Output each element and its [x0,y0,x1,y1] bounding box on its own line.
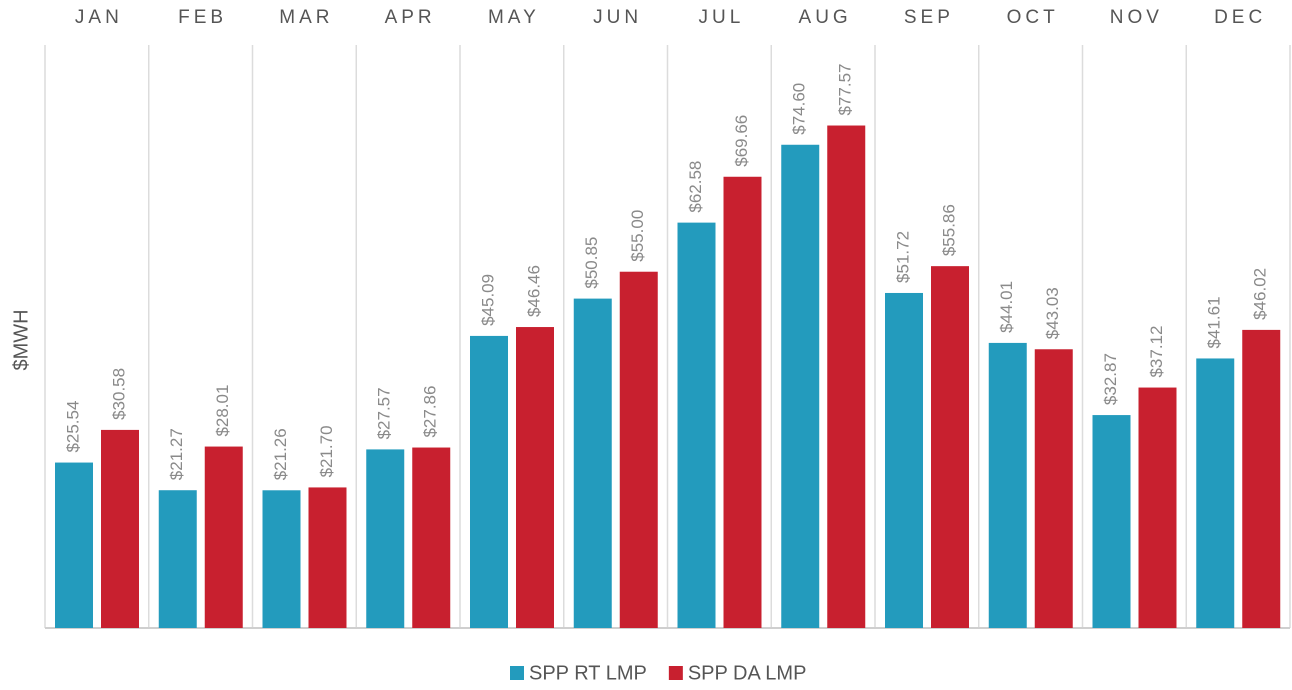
x-tick-label: MAY [488,7,540,28]
bar [262,490,301,628]
value-label: $46.46 [524,265,543,317]
bar [1092,415,1131,628]
bar [101,429,139,628]
x-tick-label: JAN [75,7,123,28]
x-tick-label: OCT [1007,7,1059,28]
value-label: $30.58 [109,368,128,420]
value-label: $32.87 [1101,353,1120,405]
x-tick-label: NOV [1110,7,1163,28]
bar [677,222,716,628]
x-tick-label: SEP [904,7,954,28]
x-tick-label: JUN [593,7,642,28]
legend-swatch [668,666,683,680]
x-tick-label: JUL [698,7,744,28]
bar [55,462,93,628]
value-label: $55.00 [628,210,647,262]
bar [931,266,969,628]
value-label: $37.12 [1147,326,1166,378]
bar [1242,329,1281,628]
value-label: $55.86 [939,204,958,256]
bar [827,125,866,629]
value-label: $69.66 [732,115,751,167]
bar [619,271,658,628]
bar [885,292,923,628]
bar [470,335,508,628]
bar [1138,387,1177,628]
x-tick-label: APR [385,7,436,28]
value-label: $25.54 [63,401,82,453]
value-label: $28.01 [213,385,232,437]
bar [308,487,347,628]
bar [412,447,451,628]
value-label: $21.27 [167,428,186,480]
value-label: $46.02 [1251,268,1270,320]
bar [366,449,405,628]
bar [781,144,820,628]
value-label: $21.70 [317,425,336,477]
bar [1034,349,1073,628]
value-label: $43.03 [1043,287,1062,339]
value-label: $21.26 [271,428,290,480]
value-label: $51.72 [893,231,912,283]
x-tick-label: DEC [1214,7,1266,28]
x-tick-label: AUG [799,7,852,28]
x-tick-label: FEB [178,7,227,28]
y-axis-label: $MWH [10,309,32,370]
value-label: $74.60 [790,83,809,135]
value-label: $41.61 [1205,296,1224,348]
bar [988,342,1027,628]
value-label: $62.58 [686,161,705,213]
bar [204,446,243,628]
bar [573,298,612,628]
legend-swatch [510,666,524,680]
x-tick-label: MAR [279,7,333,28]
legend-label: SPP RT LMP [529,662,647,684]
value-label: $77.57 [836,64,855,116]
bar [723,176,762,628]
bar [516,327,554,628]
value-label: $44.01 [997,281,1016,333]
bar [1196,358,1235,628]
value-label: $50.85 [582,237,601,289]
bar [158,490,197,628]
value-label: $27.57 [375,387,394,439]
value-label: $27.86 [421,386,440,438]
legend-label: SPP DA LMP [688,662,807,684]
value-label: $45.09 [478,274,497,326]
